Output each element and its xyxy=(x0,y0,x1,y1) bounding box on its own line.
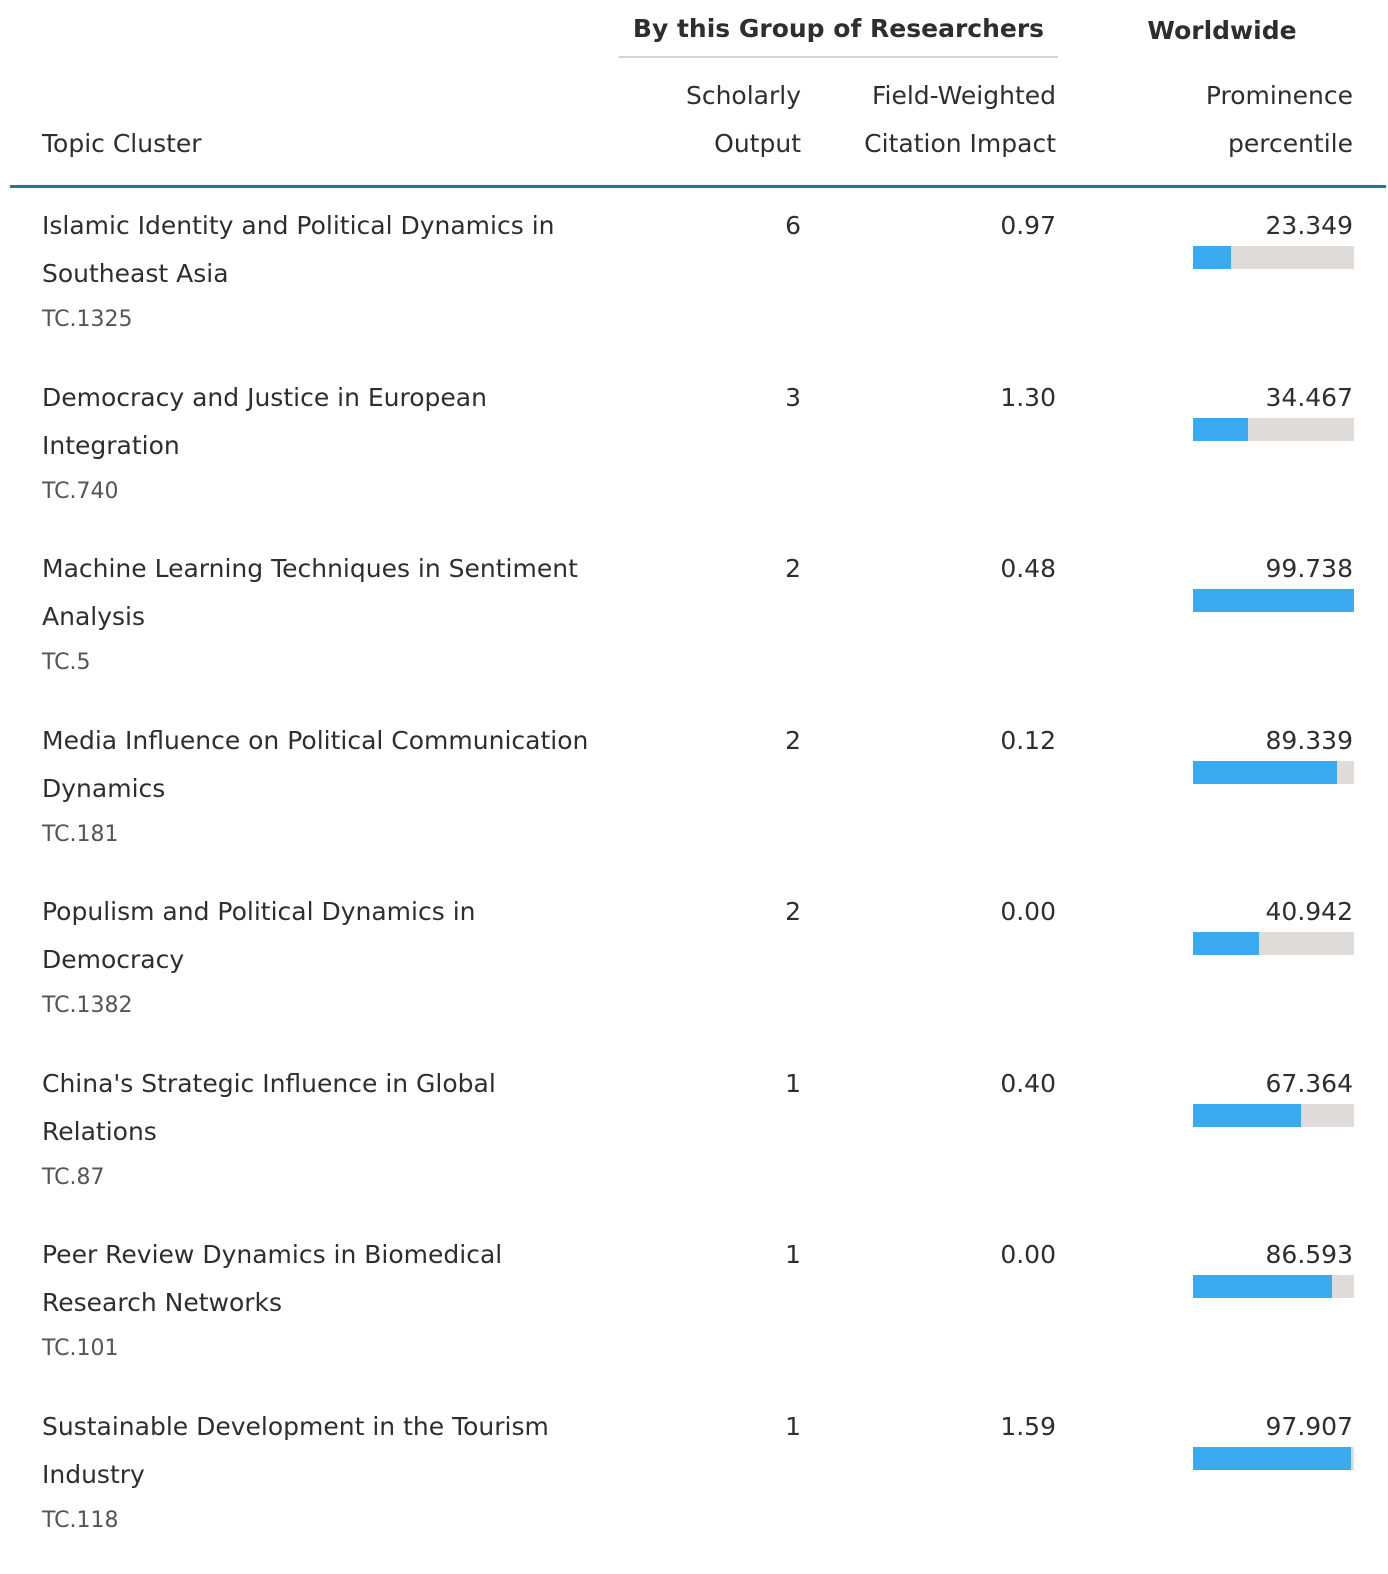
column-header: Field-Weighted Citation Impact xyxy=(800,72,1056,168)
topic-code: TC.87 xyxy=(42,1164,105,1190)
prominence-bar xyxy=(1193,1275,1333,1298)
table-row: Populism and Political Dynamics in Democ… xyxy=(0,888,1388,1059)
topic-code: TC.1382 xyxy=(42,993,133,1018)
prominence-track xyxy=(1193,589,1354,612)
prominence: 99.738 xyxy=(1265,554,1353,583)
topic-cell: Populism and Political Dynamics in Democ… xyxy=(42,888,602,1028)
topic-code: TC.5 xyxy=(42,650,91,675)
header-line: Output xyxy=(714,129,801,158)
header-line: Field-Weighted xyxy=(871,81,1056,110)
table-row: Machine Learning Techniques in Sentiment… xyxy=(0,545,1388,716)
scholarly-output: 1 xyxy=(785,1068,801,1098)
topic-code: TC.1325 xyxy=(42,307,133,332)
prominence-track xyxy=(1193,760,1354,784)
topic-code: TC.740 xyxy=(42,478,119,504)
fwci: 0.97 xyxy=(1000,211,1056,240)
header-line: percentile xyxy=(1227,129,1353,158)
topic-cell: Peer Review Dynamics in Biomedical Resea… xyxy=(42,1231,602,1371)
header-line: Scholarly xyxy=(685,81,801,110)
table-row: Peer Review Dynamics in Biomedical Resea… xyxy=(0,1231,1388,1402)
prominence: 23.349 xyxy=(1265,211,1353,240)
topic-cell: Media Influence on Political Communicati… xyxy=(42,717,602,857)
topic-table: By this Group of Researchers Worldwide T… xyxy=(0,14,1388,1533)
prominence-bar xyxy=(1193,246,1231,269)
prominence: 97.907 xyxy=(1265,1411,1353,1441)
prominence-bar xyxy=(1193,760,1337,784)
header-line: Prominence xyxy=(1205,81,1353,110)
header-line: Topic Cluster xyxy=(42,129,202,158)
table-row: Sustainable Development in the Tourism I… xyxy=(0,1403,1388,1574)
scholarly-output: 2 xyxy=(785,554,801,583)
prominence-bar xyxy=(1193,1103,1302,1127)
scholarly-output: 2 xyxy=(785,897,801,926)
header-rule xyxy=(10,185,1386,188)
fwci: 0.00 xyxy=(1000,897,1056,926)
column-header: Scholarly Output xyxy=(600,72,801,168)
column-header: Topic Cluster xyxy=(42,120,442,168)
fwci: 0.12 xyxy=(1000,725,1056,755)
topic-code: TC.181 xyxy=(42,821,119,847)
scholarly-output: 6 xyxy=(785,211,801,240)
prominence: 86.593 xyxy=(1265,1240,1353,1269)
prominence-track xyxy=(1193,1446,1354,1470)
topic-code: TC.118 xyxy=(42,1507,119,1533)
topic-cell: Democracy and Justice in European Integr… xyxy=(42,374,602,514)
topic-name: Populism and Political Dynamics in Democ… xyxy=(42,897,476,974)
table-row: Media Influence on Political Communicati… xyxy=(0,717,1388,888)
scholarly-output: 2 xyxy=(785,725,801,755)
topic-name: Peer Review Dynamics in Biomedical Resea… xyxy=(42,1240,503,1317)
prominence-track xyxy=(1193,1275,1354,1298)
prominence-track xyxy=(1193,1103,1354,1127)
topic-name: Democracy and Justice in European Integr… xyxy=(42,382,487,460)
column-header: Prominence percentile xyxy=(1100,72,1353,168)
group-header: By this Group of Researchers xyxy=(632,14,1045,43)
prominence: 67.364 xyxy=(1265,1068,1353,1098)
fwci: 1.59 xyxy=(1000,1411,1056,1441)
prominence: 89.339 xyxy=(1265,725,1353,755)
fwci: 0.40 xyxy=(1000,1068,1056,1098)
topic-name: Media Influence on Political Communicati… xyxy=(42,725,589,803)
prominence-bar xyxy=(1193,1446,1351,1470)
header-line: Citation Impact xyxy=(864,129,1056,158)
prominence-bar xyxy=(1193,932,1259,955)
scholarly-output: 1 xyxy=(785,1240,801,1269)
topic-code: TC.101 xyxy=(42,1336,119,1361)
topic-cell: Machine Learning Techniques in Sentiment… xyxy=(42,545,602,685)
scholarly-output: 1 xyxy=(785,1411,801,1441)
group-underline xyxy=(619,56,1058,58)
prominence-bar xyxy=(1193,417,1249,441)
prominence: 34.467 xyxy=(1265,382,1353,412)
fwci: 0.48 xyxy=(1000,554,1056,583)
table-row: Democracy and Justice in European Integr… xyxy=(0,374,1388,545)
fwci: 0.00 xyxy=(1000,1240,1056,1269)
topic-name: Islamic Identity and Political Dynamics … xyxy=(42,211,555,288)
topic-name: Machine Learning Techniques in Sentiment… xyxy=(42,554,578,631)
topic-cell: Sustainable Development in the Tourism I… xyxy=(42,1403,602,1543)
prominence-track xyxy=(1193,932,1354,955)
prominence-track xyxy=(1193,246,1354,269)
scholarly-output: 3 xyxy=(785,382,801,412)
prominence-bar xyxy=(1193,589,1354,612)
fwci: 1.30 xyxy=(1000,382,1056,412)
topic-name: China's Strategic Influence in Global Re… xyxy=(42,1068,496,1146)
group-header: Worldwide xyxy=(1147,16,1297,45)
topic-cell: Islamic Identity and Political Dynamics … xyxy=(42,202,602,342)
topic-name: Sustainable Development in the Tourism I… xyxy=(42,1411,549,1489)
table-row: Islamic Identity and Political Dynamics … xyxy=(0,202,1388,373)
prominence-track xyxy=(1193,417,1354,441)
table-row: China's Strategic Influence in Global Re… xyxy=(0,1060,1388,1231)
prominence: 40.942 xyxy=(1265,897,1353,926)
topic-cell: China's Strategic Influence in Global Re… xyxy=(42,1060,602,1200)
